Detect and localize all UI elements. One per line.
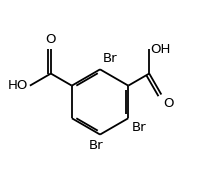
Text: Br: Br	[103, 52, 117, 65]
Text: HO: HO	[8, 79, 28, 92]
Text: Br: Br	[132, 121, 147, 134]
Text: O: O	[46, 33, 56, 46]
Text: OH: OH	[151, 43, 171, 56]
Text: O: O	[163, 97, 173, 110]
Text: Br: Br	[89, 139, 104, 152]
